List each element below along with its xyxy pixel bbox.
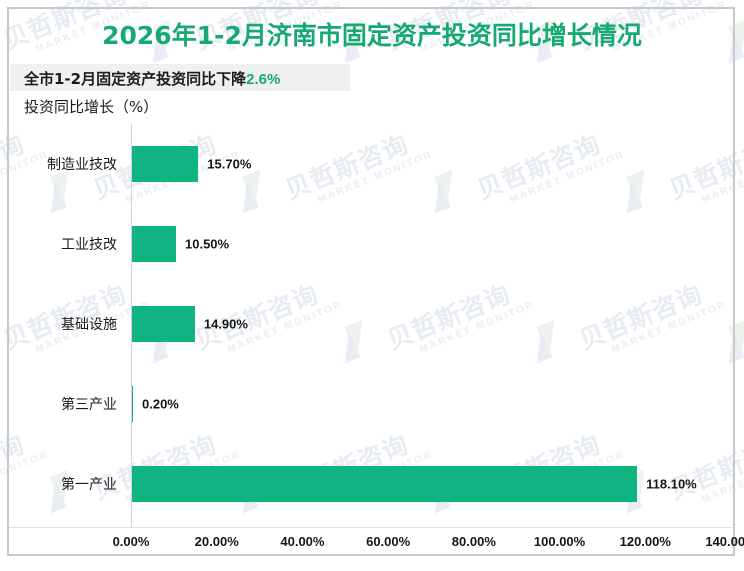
x-tick-label: 100.00% [533, 534, 586, 549]
bar-row: 基础设施 14.90% [61, 284, 731, 364]
bar-category-label: 第三产业 [61, 397, 117, 413]
y-axis-line [131, 124, 132, 527]
x-tick-label: 80.00% [451, 534, 496, 549]
bar-category-label: 基础设施 [61, 317, 117, 333]
bar-value-label: 15.70% [207, 156, 252, 172]
x-tick-label: 60.00% [366, 534, 411, 549]
x-tick-label: 0.00% [112, 534, 150, 549]
bar-row: 第三产业 0.20% [61, 364, 731, 444]
subtitle-highlight-value: 2.6% [246, 71, 281, 88]
bar[interactable] [131, 146, 199, 182]
bar-value-label: 118.10% [646, 476, 697, 492]
bar[interactable] [131, 306, 195, 342]
bar-category-label: 第一产业 [61, 477, 117, 493]
bar-row: 第一产业 118.10% [61, 444, 731, 524]
bar[interactable] [131, 386, 133, 422]
x-axis-baseline [9, 527, 733, 528]
subtitle-prefix: 全市1-2月固定资产投资同比下降 [24, 70, 247, 88]
bar-row: 工业技改 10.50% [61, 204, 731, 284]
bar[interactable] [131, 226, 176, 262]
chart-title: 2026年1-2月济南市固定资产投资同比增长情况 [102, 21, 642, 50]
x-tick-label: 40.00% [280, 534, 325, 549]
subtitle: 全市1-2月固定资产投资同比下降2.6% [24, 68, 280, 89]
x-tick-label: 120.00% [619, 534, 671, 549]
plot-area: 制造业技改 15.70% 工业技改 10.50% 基础设施 14.90% 第三产业 0.20%… [47, 124, 731, 524]
bar-value-label: 10.50% [185, 236, 230, 252]
subtitle-highlight-band [10, 64, 350, 91]
bar-category-label: 工业技改 [61, 237, 117, 253]
x-tick-label: 20.00% [194, 534, 239, 549]
axis-unit-label: 投资同比增长（%） [24, 98, 159, 116]
bar-category-label: 制造业技改 [47, 157, 117, 173]
x-tick-label: 140.00% [705, 534, 744, 549]
bar[interactable] [131, 466, 638, 502]
bar-value-label: 14.90% [203, 316, 248, 332]
bar-row: 制造业技改 15.70% [47, 124, 731, 204]
bar-value-label: 0.20% [142, 396, 179, 412]
